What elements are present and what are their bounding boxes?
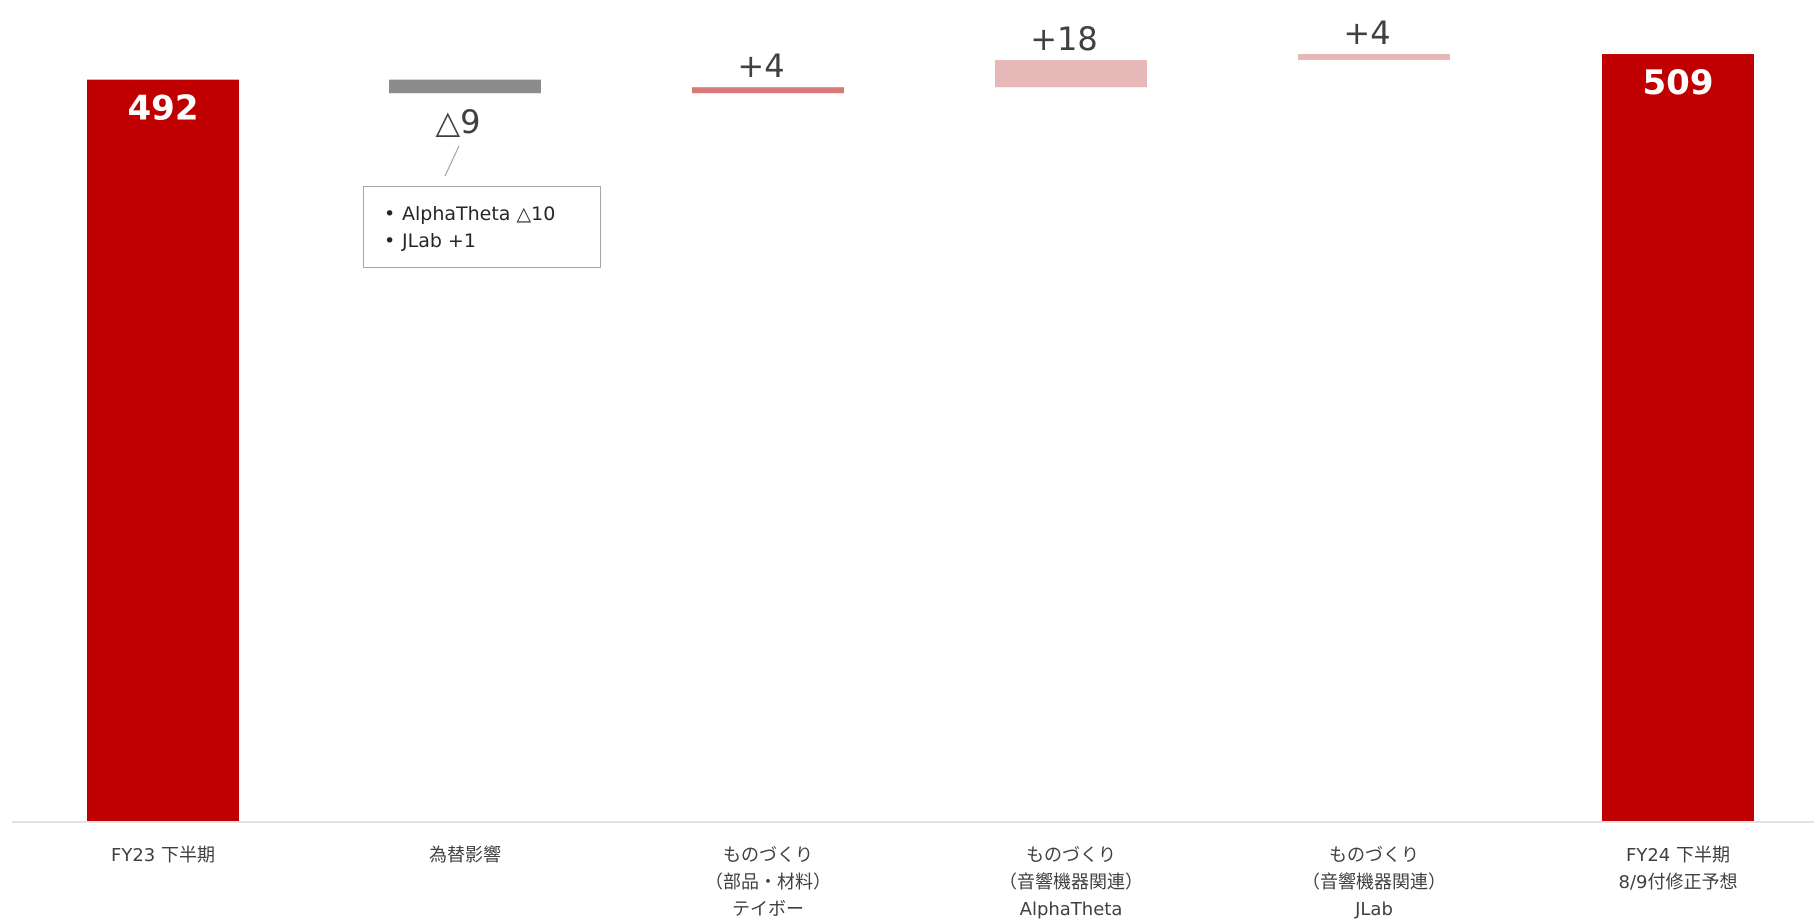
callout-item-alphatheta: AlphaTheta △10 — [384, 201, 600, 228]
bar-1 — [389, 79, 541, 94]
bar-0 — [87, 79, 239, 821]
value-label-3: +18 — [1030, 20, 1098, 58]
value-label-5: 509 — [1643, 63, 1714, 103]
bar-2 — [692, 87, 844, 94]
callout-box: AlphaTheta △10 JLab +1 — [363, 186, 601, 268]
category-label-5-line-0: FY24 下半期 — [1626, 845, 1730, 866]
category-label-3-line-1: （音響機器関連） — [999, 872, 1143, 893]
callout-item-jlab: JLab +1 — [384, 228, 600, 255]
value-label-0: 492 — [128, 89, 199, 129]
value-label-4: +4 — [1343, 14, 1390, 52]
category-label-4-line-2: JLab — [1354, 899, 1393, 920]
category-label-3-line-0: ものづくり — [1026, 845, 1116, 866]
category-label-4-line-1: （音響機器関連） — [1302, 872, 1446, 893]
category-label-3-line-2: AlphaTheta — [1020, 899, 1123, 920]
category-label-0-line-0: FY23 下半期 — [111, 845, 215, 866]
callout-leader-line — [444, 145, 460, 177]
bar-3 — [995, 60, 1147, 88]
callout-list: AlphaTheta △10 JLab +1 — [384, 201, 600, 255]
category-label-5-line-1: 8/9付修正予想 — [1619, 872, 1738, 893]
category-label-2-line-2: テイボー — [732, 899, 804, 920]
value-label-1: △9 — [436, 103, 481, 141]
category-label-4-line-0: ものづくり — [1329, 845, 1419, 866]
value-label-2: +4 — [737, 47, 784, 85]
bar-5 — [1602, 54, 1754, 822]
category-label-2-line-1: （部品・材料） — [705, 872, 831, 893]
category-label-1-line-0: 為替影響 — [429, 845, 501, 866]
category-label-2-line-0: ものづくり — [723, 845, 813, 866]
bar-4 — [1298, 54, 1450, 61]
